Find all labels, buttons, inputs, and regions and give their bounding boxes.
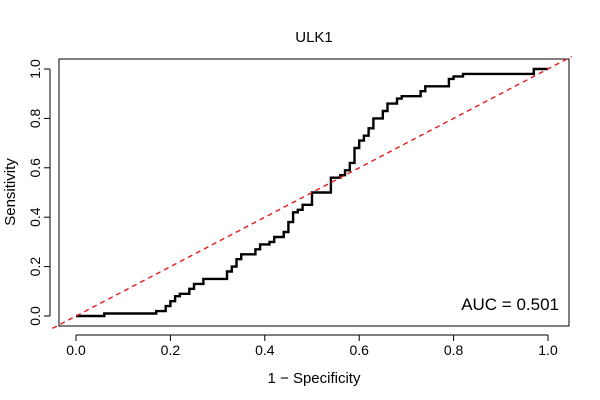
- y-axis-label: Sensitivity: [2, 158, 19, 226]
- y-tick-label: 0.6: [27, 158, 43, 178]
- reference-diagonal-line: [52, 55, 572, 330]
- x-tick-label: 0.8: [444, 342, 464, 358]
- chart-title: ULK1: [295, 29, 333, 46]
- x-tick-label: 0.4: [255, 342, 275, 358]
- plot-area: [52, 55, 572, 330]
- roc-curve-line: [76, 67, 548, 318]
- x-axis-ticks: 0.0 0.2 0.4 0.6 0.8 1.0: [66, 335, 558, 358]
- x-tick-label: 0.6: [349, 342, 369, 358]
- x-tick-label: 0.0: [66, 342, 86, 358]
- y-tick-label: 0.8: [27, 108, 43, 128]
- y-tick-label: 0.2: [27, 257, 43, 277]
- y-tick-label: 0.4: [27, 207, 43, 227]
- x-axis-label: 1 − Specificity: [268, 370, 361, 387]
- plot-frame: [58, 58, 570, 327]
- y-tick-label: 0.0: [27, 306, 43, 326]
- y-tick-label: 1.0: [27, 59, 43, 79]
- x-tick-label: 0.2: [161, 342, 181, 358]
- auc-annotation: AUC = 0.501: [461, 295, 559, 314]
- x-tick-label: 1.0: [538, 342, 558, 358]
- y-axis-ticks: 0.0 0.2 0.4 0.6 0.8 1.0: [27, 59, 50, 326]
